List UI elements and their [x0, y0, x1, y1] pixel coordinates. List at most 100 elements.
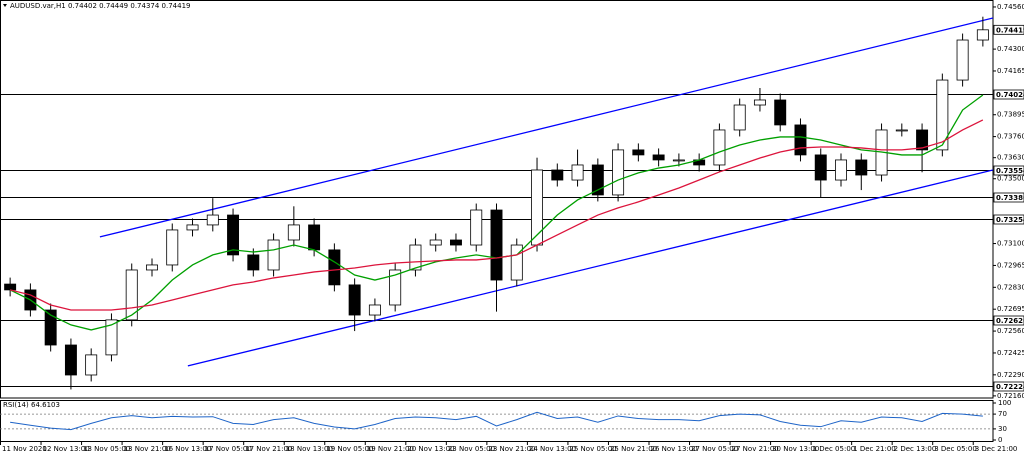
trend-line [187, 169, 993, 367]
level-label-box [993, 192, 1024, 203]
y-tick-label: 0.72160 [997, 392, 1024, 400]
x-tick-label: 19 Nov 05:00 [326, 445, 373, 453]
rsi-last: 64.6103 [31, 401, 60, 409]
x-tick-label: 19 Nov 21:00 [367, 445, 414, 453]
candle-body [146, 264, 158, 271]
candle-body [571, 164, 584, 181]
level-label: 0.74024 [996, 91, 1024, 99]
rsi-title: RSI(14) 64.6103 [3, 401, 60, 409]
main-frame [0, 0, 994, 399]
level-label-box [993, 89, 1024, 100]
x-tick-label: 11 Nov 2020 [2, 445, 47, 453]
candle-body [753, 99, 766, 106]
candle-body [936, 79, 949, 151]
level-label: 0.72224 [996, 383, 1024, 391]
y-tick-label: 0.74300 [997, 45, 1024, 53]
candle-body [713, 129, 726, 166]
candle-body [652, 154, 665, 161]
candle-body [531, 169, 544, 246]
level-label: 0.72626 [996, 317, 1024, 325]
y-tick-label: 0.72965 [997, 261, 1024, 269]
level-label-box [993, 315, 1024, 326]
x-tick-label: 20 Nov 13:00 [407, 445, 454, 453]
candle-body [733, 104, 746, 131]
rsi-frame [0, 400, 994, 442]
candle-body [976, 29, 989, 41]
y-tick-label: 0.74560 [997, 3, 1024, 11]
y-tick-label: 0.74165 [997, 67, 1024, 75]
candle-body [490, 209, 503, 281]
level-label: 0.73386 [996, 194, 1024, 202]
x-tick-label: 30 Nov 13:00 [772, 445, 819, 453]
candle-body [4, 283, 17, 291]
level-label-box [993, 165, 1024, 176]
menu-arrow[interactable] [3, 4, 7, 7]
y-tick-label: 0.73760 [997, 133, 1024, 141]
y-tick-label: 0.73630 [997, 154, 1024, 162]
candle-body [835, 159, 847, 181]
x-tick-label: 27 Nov 05:00 [691, 445, 738, 453]
candle-body [470, 209, 483, 246]
candle-body [206, 214, 219, 226]
candle-body [895, 129, 908, 132]
y-tick-label: 0.72695 [997, 305, 1024, 313]
y-tick-label: 0.72560 [997, 327, 1024, 335]
candle-body [814, 154, 827, 181]
x-tick-label: 26 Nov 13:00 [650, 445, 697, 453]
candle-body [328, 249, 341, 286]
x-tick-label: 13 Nov 21:00 [124, 445, 171, 453]
candle-body [105, 319, 118, 356]
candle-body [44, 309, 57, 346]
candle-body [166, 229, 179, 266]
chart-title: AUDUSD.var,H1 0.74402 0.74449 0.74374 0.… [10, 2, 191, 10]
candle-body [429, 239, 442, 246]
candle-body [855, 159, 868, 176]
candle-body [956, 39, 969, 81]
rsi-tick-label: 70 [998, 410, 1007, 418]
candle-body [409, 244, 422, 271]
candle-body [186, 224, 199, 231]
level-label: 0.73554 [996, 167, 1024, 175]
candle-body [510, 244, 523, 281]
rsi-line [10, 411, 983, 431]
x-tick-label: 17 Nov 21:00 [245, 445, 292, 453]
rsi-tick-label: 0 [998, 436, 1002, 444]
rsi-name: RSI(14) [3, 401, 29, 409]
y-tick-label: 0.73100 [997, 240, 1024, 248]
rsi-plot [0, 411, 993, 431]
x-tick-label: 16 Nov 13:00 [164, 445, 211, 453]
x-tick-label: 1 Dec 21:00 [853, 445, 896, 453]
candle-body [348, 284, 361, 316]
candle-body [916, 129, 929, 151]
candle-body [227, 214, 240, 256]
x-tick-label: 2 Dec 13:00 [894, 445, 937, 453]
candle-body [551, 169, 564, 181]
candle-body [85, 354, 98, 376]
trend-line [99, 17, 993, 238]
moving-average [9, 119, 984, 311]
candle-body [632, 149, 645, 156]
x-tick-label: 23 Nov 21:00 [488, 445, 535, 453]
bar-open: 0.74402 [68, 2, 97, 10]
candle-body [449, 239, 462, 246]
level-label: 0.73254 [996, 216, 1024, 224]
y-tick-label: 0.72830 [997, 283, 1024, 291]
candle-body [774, 99, 787, 126]
candle-body [64, 344, 77, 376]
candle-body [247, 254, 260, 271]
x-tick-label: 3 Dec 21:00 [975, 445, 1018, 453]
candle-body [267, 239, 280, 271]
x-tick-label: 12 Nov 13:00 [43, 445, 90, 453]
last-price-label: 0.74419 [996, 26, 1024, 34]
level-label-box [993, 214, 1024, 225]
candle-body [368, 304, 381, 316]
level-label-box [993, 381, 1024, 392]
candle-body [591, 164, 604, 196]
symbol: AUDUSD.var,H1 [10, 2, 66, 10]
x-tick-label: 18 Nov 13:00 [286, 445, 333, 453]
x-tick-label: 23 Nov 05:00 [448, 445, 495, 453]
candle-body [308, 224, 321, 251]
candle-body [125, 269, 138, 321]
x-tick-label: 24 Nov 13:00 [529, 445, 576, 453]
